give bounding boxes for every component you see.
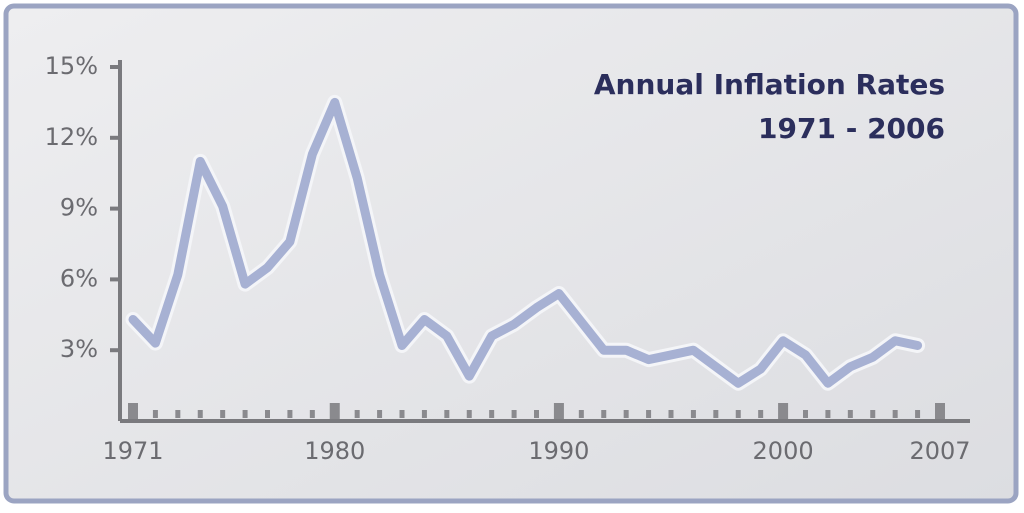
minor-tick [444,410,450,418]
x-tick [553,403,564,419]
minor-tick [399,410,405,418]
chart-subtitle: 1971 - 2006 [758,112,945,145]
minor-tick [601,410,607,418]
y-tick-label: 9% [60,194,98,222]
minor-tick [152,410,158,418]
x-tick-label: 2000 [753,437,814,465]
minor-tick [915,410,921,418]
minor-tick [287,410,293,418]
x-tick [778,403,789,419]
minor-tick [803,410,808,418]
minor-tick [847,410,853,418]
minor-tick [534,410,539,418]
x-tick-label: 1990 [528,437,589,465]
minor-tick [354,410,360,418]
minor-tick [758,410,764,418]
chart-title: Annual Inflation Rates [594,68,945,101]
minor-tick [242,410,248,418]
minor-tick [713,410,719,418]
minor-tick [668,410,674,418]
panel [3,3,1019,504]
minor-tick [466,410,472,418]
minor-tick [377,410,383,418]
x-tick [128,403,138,419]
minor-tick [578,410,584,418]
minor-tick [220,410,226,418]
minor-tick [265,410,270,418]
minor-tick [421,410,427,418]
minor-tick [511,410,517,418]
minor-tick [825,410,831,418]
minor-tick [197,410,203,418]
minor-tick [892,410,898,418]
minor-tick [735,410,741,418]
x-tick-label: 2007 [909,437,970,465]
y-tick-label: 3% [60,335,98,363]
line [128,97,923,388]
x-tick [935,403,945,419]
x-tick-label: 1971 [102,437,163,465]
y-tick-label: 6% [60,264,98,292]
minor-tick [623,410,629,418]
minor-tick [489,410,495,418]
x-tick [329,403,340,419]
x-tick-label: 1980 [304,437,365,465]
minor-tick [646,410,652,418]
minor-tick [309,410,315,418]
minor-tick [690,410,696,418]
minor-tick [175,410,181,418]
y-tick-label: 12% [45,123,98,151]
y-tick-label: 15% [45,52,98,80]
minor-tick [870,410,876,418]
